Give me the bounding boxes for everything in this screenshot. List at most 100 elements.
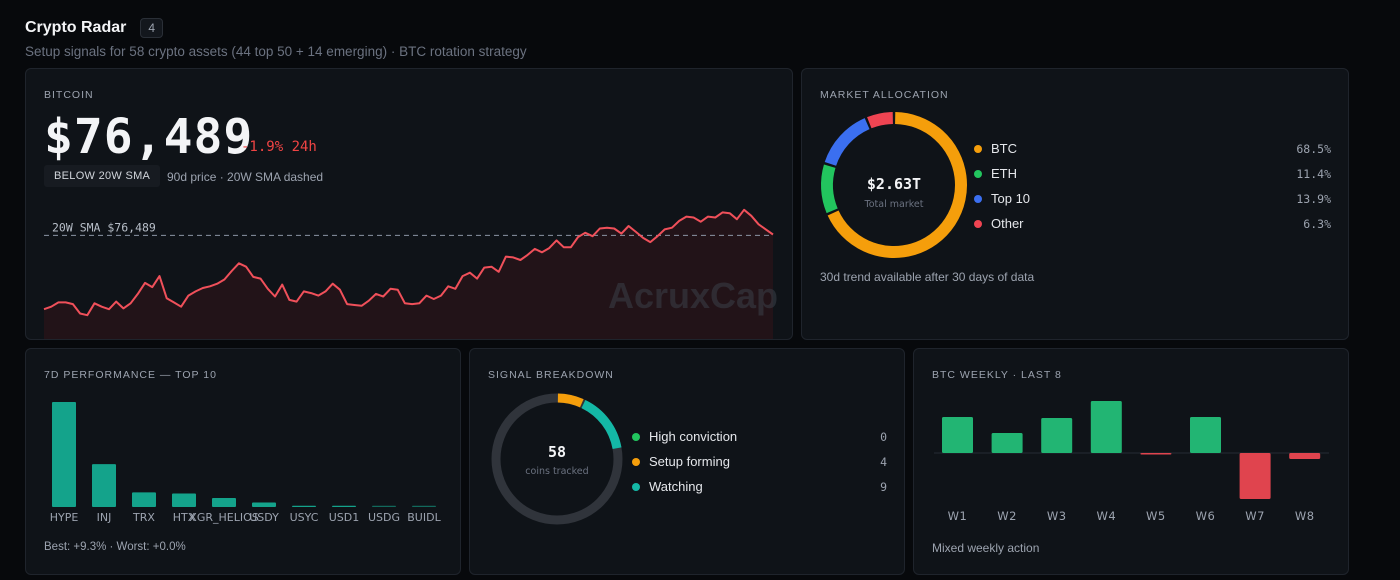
- weekly-bar-chart[interactable]: W1 W2 W3 W4 W5 W6 W7 W8: [914, 389, 1350, 534]
- performance-bar[interactable]: [92, 464, 116, 507]
- signal-legend-item[interactable]: Watching 9: [632, 474, 887, 499]
- performance-tick-label: USYC: [290, 511, 319, 524]
- performance-tick-label: USDG: [368, 511, 400, 524]
- performance-bar[interactable]: [372, 505, 396, 507]
- signal-legend-item[interactable]: High conviction 0: [632, 424, 887, 449]
- market-legend-item[interactable]: ETH 11.4%: [974, 161, 1331, 186]
- signal-legend: High conviction 0 Setup forming 4 Watching 9: [632, 424, 887, 499]
- weekly-bar[interactable]: [1140, 453, 1172, 455]
- signal-card-title: SIGNAL BREAKDOWN: [488, 369, 614, 381]
- performance-card: 7D PERFORMANCE — TOP 10 HYPE INJ TRX HTX XGR…: [25, 348, 461, 575]
- performance-bar[interactable]: [252, 502, 276, 507]
- weekly-tick-label: W1: [948, 509, 968, 523]
- market-legend-dot: [974, 144, 982, 153]
- btc-price-chart[interactable]: 20W SMA $76,489: [26, 189, 793, 339]
- signal-legend-value: 4: [880, 454, 887, 469]
- signal-breakdown-card: SIGNAL BREAKDOWN 58 coins tracked High c…: [469, 348, 905, 575]
- signal-legend-dot: [632, 482, 640, 491]
- market-legend-label: BTC: [991, 141, 1017, 156]
- market-card-title: MARKET ALLOCATION: [820, 89, 949, 101]
- market-legend-value: 11.4%: [1296, 166, 1331, 181]
- signal-legend-label: High conviction: [649, 429, 738, 444]
- weekly-tick-label: W4: [1096, 509, 1116, 523]
- page-subtitle: Setup signals for 58 crypto assets (44 t…: [25, 44, 527, 59]
- watermark-logo: AcruxCap: [608, 275, 779, 316]
- signal-legend-dot: [632, 457, 640, 466]
- weekly-tick-label: W5: [1146, 509, 1166, 523]
- performance-tick-label: USD1: [329, 511, 360, 524]
- performance-tick-label: TRX: [132, 511, 155, 524]
- signal-slice-watching[interactable]: [581, 399, 622, 450]
- btc-chart-note: 90d price · 20W SMA dashed: [167, 170, 324, 184]
- market-donut-chart[interactable]: $2.63T Total market: [819, 110, 969, 260]
- signal-donut-chart[interactable]: 58 coins tracked: [487, 389, 627, 529]
- signal-slice-setup-forming[interactable]: [557, 393, 584, 408]
- bitcoin-card: BITCOIN $76,489 -1.9% 24h BELOW 20W SMA …: [25, 68, 793, 340]
- performance-tick-label: HTX: [173, 511, 196, 524]
- performance-tick-label: HYPE: [50, 511, 79, 524]
- market-slice-top-10[interactable]: [824, 118, 870, 167]
- market-trend-note: 30d trend available after 30 days of dat…: [820, 270, 1035, 284]
- weekly-bar[interactable]: [1239, 453, 1271, 499]
- performance-bar[interactable]: [412, 505, 436, 507]
- signal-legend-label: Setup forming: [649, 454, 730, 469]
- weekly-bar[interactable]: [991, 433, 1023, 453]
- performance-bar[interactable]: [172, 493, 196, 507]
- market-legend: BTC 68.5% ETH 11.4% Top 10 13.9% Other 6.3%: [974, 136, 1331, 236]
- performance-bar[interactable]: [212, 497, 236, 507]
- weekly-bar[interactable]: [1041, 418, 1073, 453]
- market-legend-value: 6.3%: [1303, 216, 1331, 231]
- market-legend-value: 68.5%: [1296, 141, 1331, 156]
- market-legend-dot: [974, 194, 982, 203]
- market-total-label: Total market: [864, 199, 924, 210]
- signal-donut-track: [491, 393, 623, 525]
- weekly-card-title: BTC WEEKLY · LAST 8: [932, 369, 1062, 381]
- market-legend-dot: [974, 219, 982, 228]
- count-badge[interactable]: 4: [140, 18, 164, 38]
- weekly-bar[interactable]: [1289, 453, 1321, 459]
- btc-change: -1.9% 24h: [241, 139, 317, 155]
- btc-weekly-card: BTC WEEKLY · LAST 8 W1 W2 W3 W4 W5 W6 W7 W8 Mix…: [913, 348, 1349, 575]
- performance-footer: Best: +9.3% · Worst: +0.0%: [44, 541, 186, 553]
- weekly-bar[interactable]: [942, 417, 973, 453]
- weekly-tick-label: W7: [1245, 509, 1265, 523]
- performance-bar[interactable]: [132, 492, 156, 507]
- performance-tick-label: BUIDL: [407, 511, 441, 524]
- signal-legend-dot: [632, 432, 640, 441]
- weekly-tick-label: W8: [1295, 509, 1315, 523]
- signal-center-value: 58: [548, 443, 566, 461]
- signal-legend-item[interactable]: Setup forming 4: [632, 449, 887, 474]
- performance-tick-label: XGR_HELIOS: [189, 511, 258, 524]
- market-legend-item[interactable]: Top 10 13.9%: [974, 186, 1331, 211]
- btc-price-line: [43, 208, 774, 317]
- page-header: Crypto Radar 4 Setup signals for 58 cryp…: [25, 18, 527, 59]
- weekly-bar[interactable]: [1090, 401, 1122, 453]
- market-legend-item[interactable]: Other 6.3%: [974, 211, 1331, 236]
- btc-price-area: [44, 209, 773, 339]
- market-slice-btc[interactable]: [827, 112, 967, 258]
- performance-bar[interactable]: [292, 505, 316, 507]
- signal-center-label: coins tracked: [525, 466, 588, 477]
- sma-status-badge: BELOW 20W SMA: [44, 165, 161, 187]
- market-legend-value: 13.9%: [1296, 191, 1331, 206]
- weekly-tick-label: W6: [1196, 509, 1216, 523]
- market-legend-label: ETH: [991, 166, 1017, 181]
- performance-bar[interactable]: [52, 402, 76, 507]
- bitcoin-card-title: BITCOIN: [44, 89, 94, 101]
- page-title: Crypto Radar: [25, 19, 127, 36]
- performance-tick-label: USDY: [249, 511, 279, 524]
- market-legend-dot: [974, 169, 982, 178]
- signal-legend-value: 0: [880, 429, 887, 444]
- market-slice-eth[interactable]: [821, 164, 838, 214]
- market-legend-item[interactable]: BTC 68.5%: [974, 136, 1331, 161]
- market-slice-other[interactable]: [867, 112, 894, 129]
- signal-legend-value: 9: [880, 479, 887, 494]
- weekly-footer: Mixed weekly action: [932, 541, 1040, 555]
- market-legend-label: Top 10: [991, 191, 1031, 206]
- weekly-tick-label: W2: [997, 509, 1017, 523]
- performance-card-title: 7D PERFORMANCE — TOP 10: [44, 369, 217, 381]
- market-legend-label: Other: [991, 216, 1024, 231]
- performance-bar[interactable]: [332, 505, 356, 507]
- weekly-bar[interactable]: [1190, 417, 1221, 453]
